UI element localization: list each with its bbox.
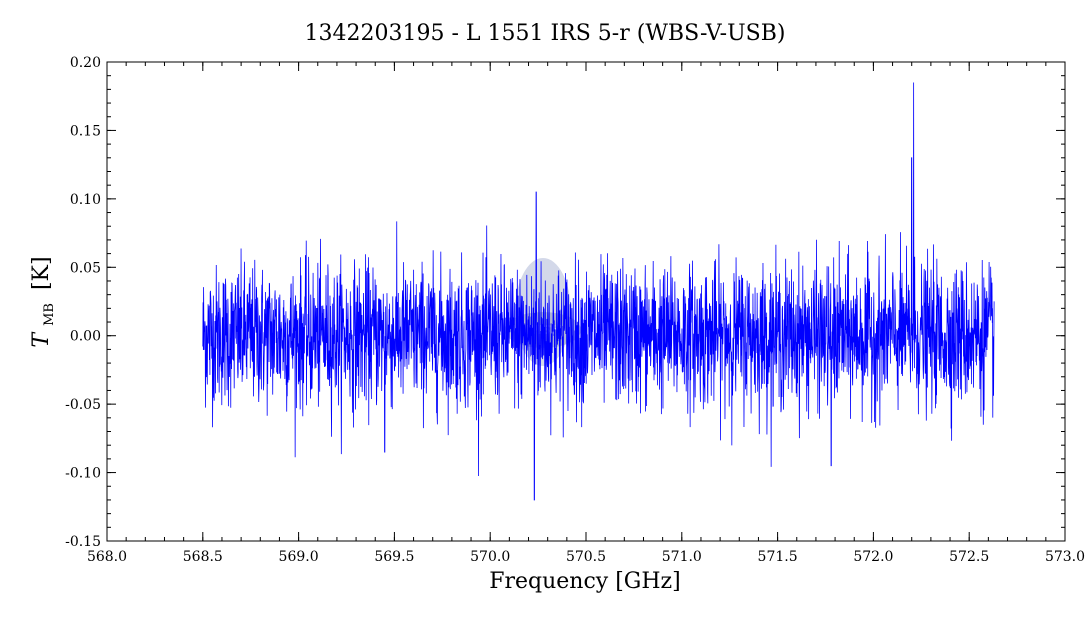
x-tick-label: 568.5 [183,549,223,565]
x-tick-label: 569.0 [279,549,319,565]
x-tick-label: 570.0 [470,549,510,565]
x-axis-label: Frequency [GHz] [489,569,681,594]
x-tick-label: 572.5 [949,549,989,565]
y-tick-label: 0.05 [70,260,101,276]
x-tick-label: 568.0 [87,549,127,565]
y-tick-label: -0.15 [65,534,101,550]
y-tick-label: 0.00 [70,329,101,345]
x-tick-label: 571.5 [758,549,798,565]
x-tick-label: 570.5 [566,549,606,565]
x-tick-label: 571.0 [662,549,702,565]
y-tick-label: -0.10 [65,466,101,482]
y-axis-label: T MB [K] [29,256,59,347]
spectrum-line-group [202,82,995,501]
x-tick-label: 569.5 [374,549,414,565]
y-axis: 0.20 0.15 0.10 0.05 0.00 -0.05 -0.10 -0.15 [65,55,1065,550]
y-axis-label-unit: [K] [29,256,54,290]
y-tick-label: -0.05 [65,397,101,413]
y-tick-label: 0.10 [70,192,101,208]
y-tick-label: 0.20 [70,55,101,71]
y-tick-label: 0.15 [70,123,101,139]
x-tick-label: 573.0 [1045,549,1085,565]
spectrum-series-line [202,82,995,501]
y-axis-label-sub: MB [42,303,57,326]
chart-title: 1342203195 - L 1551 IRS 5-r (WBS-V-USB) [305,21,786,46]
y-axis-label-main: T [29,331,54,348]
svg-text:T MB [K]: T MB [K] [29,256,59,347]
x-axis: 568.0 568.5 569.0 569.5 570.0 570.5 571.0 571.5… [87,62,1085,565]
x-tick-label: 572.0 [853,549,893,565]
